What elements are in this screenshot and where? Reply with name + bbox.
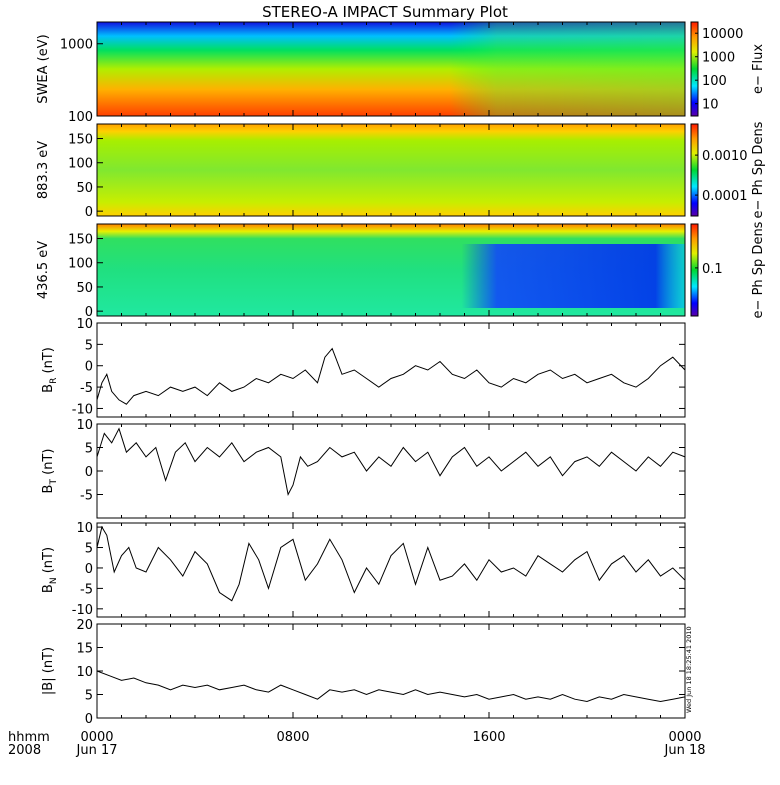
panel-frame bbox=[96, 623, 686, 719]
y-axis-label: 436.5 eV bbox=[36, 241, 51, 299]
colorbar-label: e− Ph Sp Dens bbox=[751, 121, 766, 218]
y-axis-label-unit: (nT) bbox=[41, 547, 56, 577]
x-tick-label: 0800 bbox=[276, 730, 309, 745]
plot-title: STEREO-A IMPACT Summary Plot bbox=[262, 3, 508, 21]
y-tick-label: 5 bbox=[85, 338, 93, 353]
y-tick-label: 0 bbox=[85, 562, 93, 577]
colorbar-tick-label: 1000 bbox=[702, 51, 735, 66]
series-line-bt bbox=[96, 427, 686, 497]
colorbar-tick-label: 10000 bbox=[702, 27, 743, 42]
x-date-label: Jun 18 bbox=[664, 743, 706, 758]
panel-bt: -5 0 5 10 BT (nT) bbox=[41, 418, 686, 519]
y-tick-label: 50 bbox=[76, 281, 93, 296]
y-tick-label: 0 bbox=[85, 465, 93, 480]
series-line-br bbox=[96, 347, 686, 405]
series-line-bmag bbox=[96, 670, 686, 703]
colorbar bbox=[690, 123, 699, 217]
y-tick-label: 10 bbox=[76, 521, 93, 536]
panel-br: -10 -5 0 5 10 BR (nT) bbox=[41, 317, 686, 418]
y-axis-label-unit: (nT) bbox=[41, 347, 56, 377]
timestamp-text: Wed Jun 18 18:25:41 2010 bbox=[685, 626, 693, 713]
y-tick-label: 0 bbox=[85, 712, 93, 727]
y-tick-label: 10 bbox=[76, 418, 93, 433]
colorbar-tick-label: 0.1 bbox=[702, 262, 723, 277]
y-axis-label: |B| (nT) bbox=[41, 647, 56, 695]
panel-bn: -10 -5 0 5 10 BN (nT) bbox=[41, 521, 686, 618]
y-tick-label: 0 bbox=[85, 360, 93, 375]
y-tick-label: -5 bbox=[80, 489, 93, 504]
year-label: 2008 bbox=[8, 743, 41, 758]
spectrogram-swea: 100 1000 SWEA (eV) 10 100 1000 10000 e− Flux bbox=[36, 21, 766, 125]
y-axis-label-subscript: R bbox=[49, 378, 59, 384]
y-tick-label: 10 bbox=[76, 665, 93, 680]
timestamp-stamp: Wed Jun 18 18:25:41 2010 bbox=[685, 626, 693, 713]
series-line-bn bbox=[96, 525, 686, 602]
panel-frame bbox=[96, 423, 686, 519]
panel-frame bbox=[96, 522, 686, 618]
colorbar-tick-label: 0.0001 bbox=[702, 189, 748, 204]
spectrogram-pad883: 0 50 100 150 883.3 eV 0.0001 0.0010 e− Ph Sp De… bbox=[36, 121, 766, 220]
colorbar-label: e− Ph Sp Dens bbox=[751, 221, 766, 318]
y-tick-label: 1000 bbox=[60, 38, 93, 53]
colorbar-label: e− Flux bbox=[751, 44, 766, 94]
spectrogram-overlay bbox=[97, 244, 685, 308]
y-axis-label: BN (nT) bbox=[41, 547, 59, 593]
y-axis-label-subscript: N bbox=[49, 577, 59, 584]
y-tick-label: -10 bbox=[72, 603, 93, 618]
colorbar-tick-label: 0.0010 bbox=[702, 149, 748, 164]
y-tick-label: 50 bbox=[76, 181, 93, 196]
y-axis-label-unit: (nT) bbox=[41, 449, 56, 479]
y-tick-label: 100 bbox=[68, 157, 93, 172]
y-tick-label: 5 bbox=[85, 442, 93, 457]
colorbar-tick-label: 10 bbox=[702, 98, 719, 113]
y-tick-label: 100 bbox=[68, 110, 93, 125]
colorbar bbox=[690, 21, 699, 117]
y-tick-label: 20 bbox=[76, 618, 93, 633]
y-axis-label: BR (nT) bbox=[41, 347, 59, 393]
y-tick-label: 15 bbox=[76, 642, 93, 657]
spectrogram-pad436: 0 50 100 150 436.5 eV 0.1 e− Ph Sp Dens bbox=[36, 221, 766, 320]
y-tick-label: -5 bbox=[80, 381, 93, 396]
y-tick-label: 150 bbox=[68, 133, 93, 148]
y-axis-label-unit: (nT) bbox=[41, 647, 56, 677]
y-axis-label: 883.3 eV bbox=[36, 141, 51, 199]
y-tick-label: -5 bbox=[80, 582, 93, 597]
y-tick-label: 0 bbox=[85, 205, 93, 220]
y-axis-label: SWEA (eV) bbox=[36, 34, 51, 103]
colorbar-tick-label: 100 bbox=[702, 74, 727, 89]
y-axis-label-subscript: T bbox=[49, 479, 59, 486]
spectrogram-image bbox=[97, 124, 685, 216]
y-axis-label: BT (nT) bbox=[41, 449, 59, 494]
panel-frame bbox=[96, 322, 686, 418]
spectrogram-overlay bbox=[97, 22, 685, 116]
x-tick-label: 0000 bbox=[668, 730, 701, 745]
y-tick-label: 5 bbox=[85, 689, 93, 704]
x-tick-label: 0000 bbox=[80, 730, 113, 745]
y-tick-label: 10 bbox=[76, 317, 93, 332]
x-date-label: Jun 17 bbox=[76, 743, 118, 758]
time-axis-label: hhmm bbox=[8, 730, 50, 745]
colorbar bbox=[690, 223, 699, 317]
y-tick-label: 150 bbox=[68, 233, 93, 248]
y-tick-label: 0 bbox=[85, 305, 93, 320]
y-tick-label: 100 bbox=[68, 257, 93, 272]
y-tick-label: -10 bbox=[72, 402, 93, 417]
y-tick-label: 5 bbox=[85, 542, 93, 557]
x-tick-label: 1600 bbox=[472, 730, 505, 745]
panel-bmag: 0 5 10 15 20 |B| (nT) bbox=[41, 618, 686, 727]
